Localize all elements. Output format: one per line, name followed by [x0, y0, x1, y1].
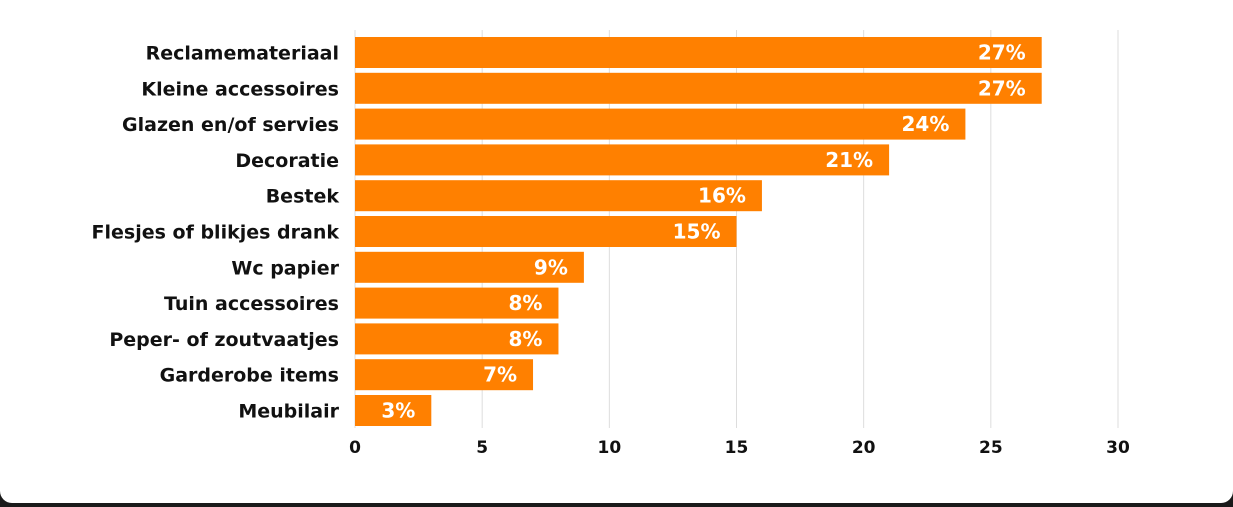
x-tick-label-6: 30 — [1106, 438, 1130, 458]
category-label-1: Kleine accessoires — [141, 78, 339, 100]
category-label-4: Bestek — [266, 186, 340, 208]
value-label-8: 8% — [508, 327, 542, 351]
bar-5 — [355, 216, 737, 247]
value-label-1: 27% — [978, 76, 1026, 100]
value-label-4: 16% — [698, 184, 746, 208]
category-label-8: Peper- of zoutvaatjes — [109, 329, 339, 351]
bar-6 — [355, 251, 584, 283]
x-tick-label-3: 15 — [725, 438, 749, 458]
bar-4 — [355, 180, 762, 212]
value-label-7: 8% — [508, 291, 542, 315]
value-label-0: 27% — [978, 41, 1026, 65]
bar-7 — [355, 287, 559, 319]
x-tick-label-0: 0 — [349, 438, 361, 458]
category-label-6: Wc papier — [231, 257, 339, 279]
bar-0 — [355, 37, 1042, 68]
value-label-6: 9% — [534, 255, 568, 279]
category-label-7: Tuin accessoires — [164, 293, 339, 315]
category-label-5: Flesjes of blikjes drank — [92, 222, 340, 244]
x-tick-label-4: 20 — [852, 438, 876, 458]
value-label-3: 21% — [825, 148, 873, 172]
x-tick-label-1: 5 — [476, 438, 488, 458]
category-label-10: Meubilair — [238, 401, 339, 423]
category-label-3: Decoratie — [235, 150, 339, 172]
category-label-9: Garderobe items — [160, 365, 339, 387]
bar-8 — [355, 323, 559, 355]
bar-10 — [355, 395, 432, 426]
x-tick-label-5: 25 — [979, 438, 1003, 458]
value-label-9: 7% — [483, 363, 517, 387]
bar-2 — [355, 108, 966, 140]
bar-9 — [355, 359, 534, 391]
category-label-2: Glazen en/of servies — [122, 114, 339, 136]
value-label-2: 24% — [902, 112, 950, 136]
x-tick-label-2: 10 — [597, 438, 621, 458]
category-label-0: Reclamemateriaal — [146, 43, 339, 65]
value-label-10: 3% — [381, 399, 415, 423]
value-label-5: 15% — [673, 220, 721, 244]
bar-3 — [355, 144, 890, 176]
bar-1 — [355, 72, 1042, 104]
